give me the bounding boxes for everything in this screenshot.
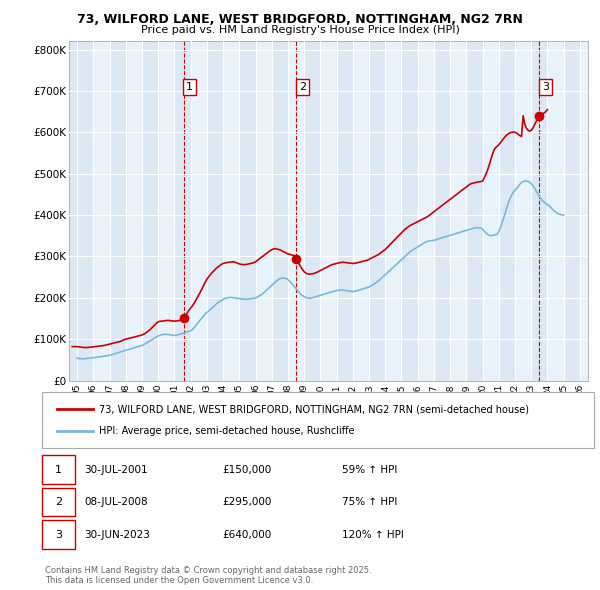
Bar (401, 41, 418, 381)
Bar (207, 41, 223, 381)
Bar (191, 41, 207, 381)
Text: £640,000: £640,000 (222, 530, 271, 539)
Text: 1: 1 (55, 465, 62, 474)
Text: 59% ↑ HPI: 59% ↑ HPI (342, 465, 397, 474)
Text: 08-JUL-2008: 08-JUL-2008 (84, 497, 148, 507)
Bar (110, 41, 126, 381)
Bar (450, 41, 466, 381)
Text: £295,000: £295,000 (222, 497, 271, 507)
Bar (563, 41, 580, 381)
Text: 73, WILFORD LANE, WEST BRIDGFORD, NOTTINGHAM, NG2 7RN: 73, WILFORD LANE, WEST BRIDGFORD, NOTTIN… (77, 13, 523, 26)
Text: HPI: Average price, semi-detached house, Rushcliffe: HPI: Average price, semi-detached house,… (99, 427, 355, 437)
Text: 73, WILFORD LANE, WEST BRIDGFORD, NOTTINGHAM, NG2 7RN (semi-detached house): 73, WILFORD LANE, WEST BRIDGFORD, NOTTIN… (99, 404, 529, 414)
Text: 75% ↑ HPI: 75% ↑ HPI (342, 497, 397, 507)
Text: 2: 2 (55, 497, 62, 507)
Text: 3: 3 (55, 530, 62, 539)
Bar (547, 41, 563, 381)
Text: 30-JUN-2023: 30-JUN-2023 (84, 530, 150, 539)
Bar (142, 41, 158, 381)
Bar (337, 41, 353, 381)
Bar (239, 41, 256, 381)
Text: 1: 1 (186, 82, 193, 92)
Bar (531, 41, 547, 381)
Bar (580, 41, 596, 381)
Bar (256, 41, 272, 381)
Bar (385, 41, 401, 381)
Bar (158, 41, 175, 381)
Text: 3: 3 (542, 82, 549, 92)
Bar (369, 41, 385, 381)
Text: Contains HM Land Registry data © Crown copyright and database right 2025.
This d: Contains HM Land Registry data © Crown c… (45, 566, 371, 585)
Bar (466, 41, 482, 381)
Bar (499, 41, 515, 381)
Bar (288, 41, 304, 381)
Bar (515, 41, 531, 381)
Bar (418, 41, 434, 381)
Bar (482, 41, 499, 381)
Text: £150,000: £150,000 (222, 465, 271, 474)
Text: 2: 2 (299, 82, 306, 92)
Bar (223, 41, 239, 381)
Text: 120% ↑ HPI: 120% ↑ HPI (342, 530, 404, 539)
Bar (175, 41, 191, 381)
Text: 30-JUL-2001: 30-JUL-2001 (84, 465, 148, 474)
Bar (272, 41, 288, 381)
Bar (353, 41, 369, 381)
Bar (94, 41, 110, 381)
Bar (304, 41, 320, 381)
Bar (77, 41, 94, 381)
Bar (126, 41, 142, 381)
Bar (434, 41, 450, 381)
Text: Price paid vs. HM Land Registry's House Price Index (HPI): Price paid vs. HM Land Registry's House … (140, 25, 460, 35)
Bar (320, 41, 337, 381)
